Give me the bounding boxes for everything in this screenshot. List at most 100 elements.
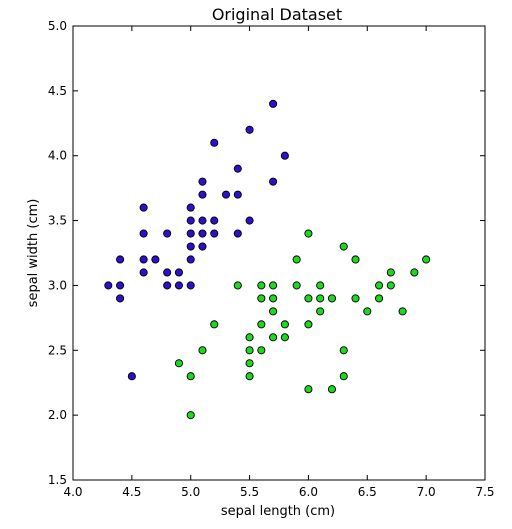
data-point	[163, 281, 172, 290]
data-point	[116, 255, 125, 264]
data-point	[280, 151, 289, 160]
chart-title: Original Dataset	[212, 5, 342, 24]
data-point	[210, 229, 219, 238]
series-1	[174, 229, 431, 420]
data-point	[269, 177, 278, 186]
data-point	[375, 294, 384, 303]
data-point	[198, 346, 207, 355]
x-tick-label: 7.0	[417, 485, 436, 499]
data-point	[280, 320, 289, 329]
x-tick-label: 6.5	[358, 485, 377, 499]
data-point	[327, 385, 337, 394]
y-tick-label: 5.0	[48, 19, 67, 33]
data-point	[304, 229, 313, 238]
y-tick-label: 2.5	[48, 343, 67, 357]
data-point	[127, 372, 136, 381]
data-point	[186, 281, 195, 290]
data-point	[316, 281, 325, 290]
data-point	[304, 320, 313, 329]
data-point	[116, 281, 125, 290]
data-point	[245, 216, 254, 225]
data-point	[210, 320, 219, 329]
data-point	[292, 255, 301, 264]
data-point	[198, 216, 207, 225]
data-point	[186, 216, 195, 225]
x-tick-label: 4.0	[63, 485, 82, 499]
x-tick-label: 7.5	[475, 485, 494, 499]
data-point	[269, 333, 278, 342]
data-point	[186, 372, 195, 381]
y-tick-label: 2.0	[48, 408, 67, 422]
data-point	[210, 138, 219, 147]
data-point	[292, 281, 301, 290]
plot-frame	[72, 25, 486, 481]
data-point	[186, 242, 195, 251]
data-point	[257, 320, 266, 329]
data-point	[398, 307, 407, 316]
data-point	[174, 281, 183, 290]
data-point	[210, 216, 219, 225]
data-point	[174, 359, 183, 368]
data-point	[198, 190, 207, 199]
data-point	[198, 177, 207, 186]
data-point	[351, 255, 360, 264]
data-point	[304, 385, 313, 394]
data-point	[422, 255, 431, 264]
x-axis-label: sepal length (cm)	[221, 504, 335, 519]
data-point	[257, 346, 266, 355]
data-point	[163, 268, 172, 277]
y-tick-label: 1.5	[48, 473, 67, 487]
data-point	[245, 333, 254, 342]
data-point	[186, 411, 195, 420]
data-point	[245, 372, 254, 381]
data-point	[245, 359, 254, 368]
data-point	[316, 294, 325, 303]
data-point	[304, 294, 313, 303]
series-0	[104, 99, 289, 381]
data-point	[339, 242, 348, 251]
data-point	[139, 268, 148, 277]
data-point	[139, 203, 148, 212]
x-tick-label: 6.0	[299, 485, 318, 499]
data-point	[280, 333, 289, 342]
data-point	[186, 229, 195, 238]
data-point	[233, 281, 242, 290]
data-point	[316, 307, 325, 316]
x-tick-label: 5.0	[181, 485, 200, 499]
y-tick-label: 4.5	[48, 84, 67, 98]
data-point	[363, 307, 372, 316]
data-point	[163, 229, 172, 238]
plot-area	[104, 99, 431, 420]
data-point	[104, 281, 113, 290]
data-point	[139, 229, 148, 238]
y-axis-label: sepal width (cm)	[26, 199, 41, 308]
data-point	[269, 307, 278, 316]
data-point	[221, 190, 231, 199]
data-point	[386, 281, 395, 290]
data-point	[233, 229, 242, 238]
data-point	[174, 268, 183, 277]
data-point	[269, 281, 278, 290]
data-point	[186, 255, 195, 264]
data-point	[410, 268, 419, 277]
data-point	[269, 99, 278, 108]
data-point	[257, 294, 266, 303]
data-point	[233, 190, 242, 199]
data-point	[116, 294, 125, 303]
data-point	[386, 268, 395, 277]
data-point	[351, 294, 360, 303]
data-point	[198, 242, 207, 251]
data-point	[245, 346, 254, 355]
axis-ticks: 4.0 4.5 5.0 5.5 6.0 6.5 7.0 7.5 1.5 2.0 2.5 3.0 3.5 4…	[48, 19, 495, 499]
x-tick-label: 5.5	[240, 485, 259, 499]
data-point	[375, 281, 384, 290]
x-tick-label: 4.5	[122, 485, 141, 499]
data-point	[233, 164, 242, 173]
data-point	[186, 203, 195, 212]
data-point	[269, 294, 278, 303]
data-point	[151, 255, 160, 264]
data-point	[339, 372, 348, 381]
y-tick-label: 3.5	[48, 214, 67, 228]
